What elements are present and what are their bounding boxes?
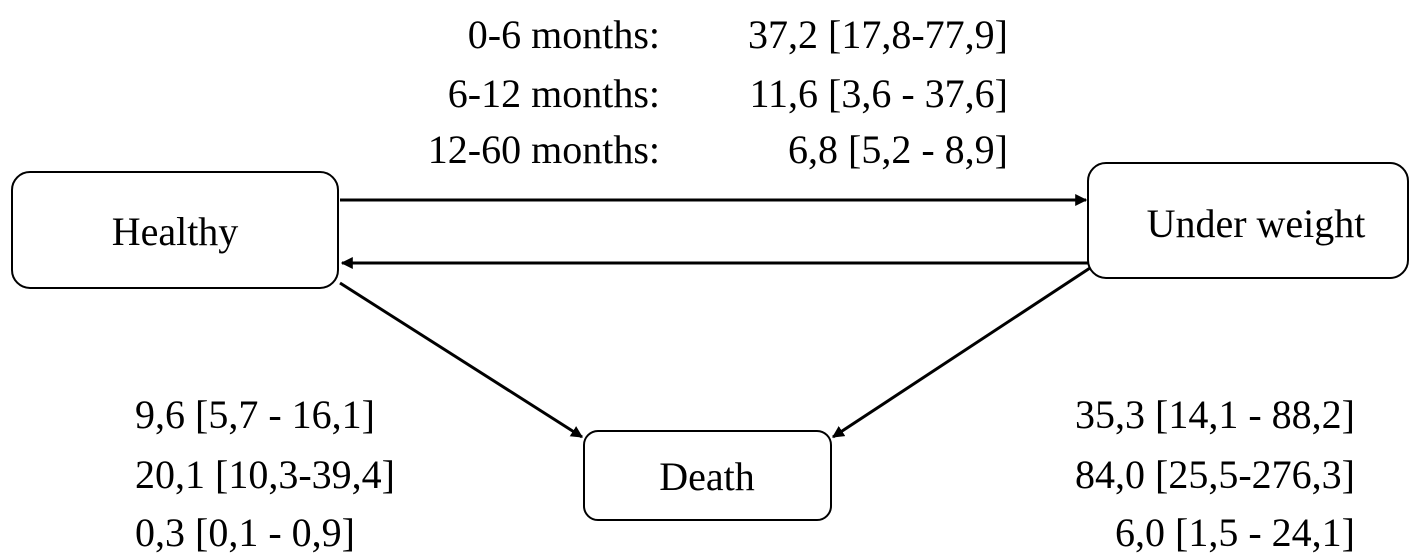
- node-box: [1087, 162, 1409, 279]
- arrow: [831, 266, 1091, 439]
- node-label: Under weight: [1147, 201, 1366, 246]
- rate-value: 20,1 [10,3-39,4]: [135, 452, 395, 497]
- rate-value: 6,0 [1,5 - 24,1]: [1115, 510, 1355, 555]
- period-label: 0-6 months:: [468, 12, 660, 57]
- rate-value: 0,3 [0,1 - 0,9]: [135, 510, 355, 555]
- period-label: 6-12 months:: [448, 71, 660, 116]
- rate-value: 6,8 [5,2 - 8,9]: [788, 127, 1008, 172]
- node-label: Healthy: [112, 209, 239, 254]
- node-label: Death: [659, 454, 755, 499]
- rate-value: 11,6 [3,6 - 37,6]: [750, 71, 1008, 116]
- arrow: [339, 281, 584, 439]
- rate-value: 9,6 [5,7 - 16,1]: [135, 392, 375, 437]
- rate-value: 35,3 [14,1 - 88,2]: [1075, 392, 1355, 437]
- period-label: 12-60 months:: [428, 127, 660, 172]
- rate-value: 37,2 [17,8-77,9]: [748, 12, 1008, 57]
- node-box: [11, 171, 339, 289]
- rate-value: 84,0 [25,5-276,3]: [1075, 452, 1355, 497]
- node-box: [583, 430, 832, 521]
